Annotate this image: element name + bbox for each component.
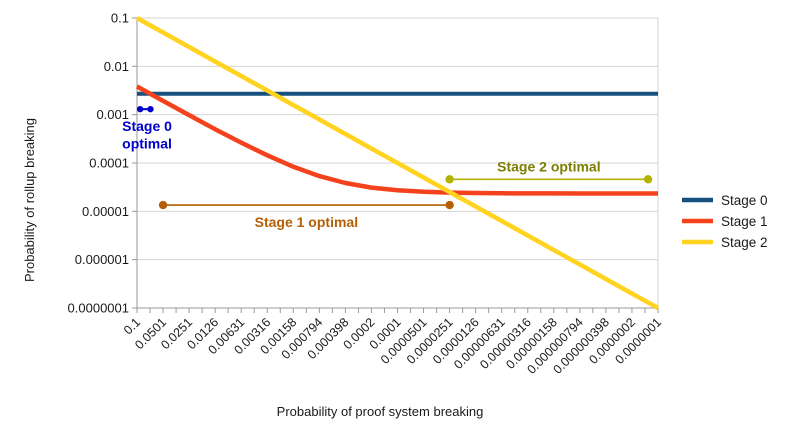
- stage-1-optimal-endpoint-dot: [445, 200, 454, 210]
- series-line-stage-2: [135, 16, 660, 310]
- legend-label-stage-1: Stage 1: [721, 214, 768, 229]
- y-tick-label: 0.001: [96, 107, 129, 122]
- stage-0-optimal-label: optimal: [122, 136, 172, 152]
- stage-1-optimal-endpoint-dot: [158, 200, 168, 210]
- stage-1-optimal-label: Stage 1 optimal: [255, 214, 358, 230]
- y-tick-label: 0.01: [104, 59, 129, 74]
- stage-2-optimal-endpoint-dot: [643, 175, 653, 184]
- stage-0-optimal-endpoint-dot: [136, 105, 144, 113]
- series-line-stage-1: [135, 84, 658, 196]
- legend-label-stage-2: Stage 2: [721, 235, 768, 250]
- x-axis-title: Probability of proof system breaking: [276, 404, 484, 419]
- stage-0-optimal-endpoint-dot: [147, 105, 154, 113]
- stage-2-optimal-endpoint-dot: [445, 175, 454, 184]
- y-tick-label: 0.0000001: [68, 301, 129, 316]
- legend-label-stage-0: Stage 0: [721, 193, 768, 208]
- y-tick-label: 0.0001: [89, 156, 129, 171]
- stage-2-optimal-label: Stage 2 optimal: [497, 158, 600, 174]
- y-tick-label: 0.000001: [75, 252, 129, 267]
- stage-0-optimal-label: Stage 0: [122, 118, 172, 134]
- y-tick-label: 0.1: [111, 11, 129, 26]
- y-tick-label: 0.00001: [82, 204, 129, 219]
- y-axis-title: Probability of rollup breaking: [22, 117, 37, 283]
